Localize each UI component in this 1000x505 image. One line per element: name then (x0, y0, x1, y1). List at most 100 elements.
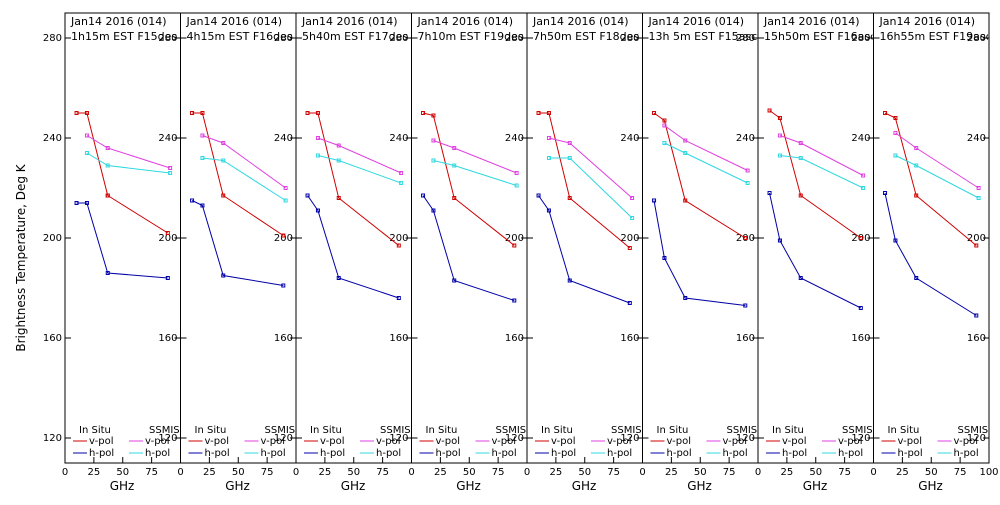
ssmis-h-pol-point (914, 163, 919, 168)
in-situ-h-pol-point (858, 306, 863, 310)
panel-4: Jan14 2016 (014) 7h10m EST F19des 120 160 20… (408, 12, 528, 493)
in-situ-h-pol-point (431, 208, 436, 213)
y-tick-label: 200 (505, 233, 524, 244)
in-situ-v-pol-point (452, 196, 457, 200)
legend-in-situ-h-label: h-pol (205, 448, 230, 459)
in-situ-h-pol-line (769, 192, 862, 309)
legend-in-situ-h-label: h-pol (320, 448, 345, 459)
panel-title-time: 1h15m EST F15des (71, 30, 177, 43)
panel-title-group: Jan14 2016 (014) 16h55m EST F19asc (879, 15, 989, 40)
y-tick-label: 280 (505, 33, 524, 44)
in-situ-v-pol-point (315, 111, 320, 115)
panel-6: Jan14 2016 (014) 13h 5m EST F15asc 120 160 2… (639, 12, 759, 493)
ssmis-h-pol-line (317, 155, 402, 184)
panel-title-time: 13h 5m EST F15asc (649, 30, 758, 43)
ssmis-v-pol-point (861, 173, 866, 178)
ssmis-v-pol-point (976, 186, 981, 190)
x-tick-label: 50 (347, 467, 360, 478)
x-tick-label: 0 (177, 467, 183, 478)
in-situ-h-pol-line (884, 192, 977, 316)
panel-7: Jan14 2016 (014) 15h50m EST F16asc 120 160 2… (755, 12, 874, 493)
in-situ-v-pol-point (683, 198, 688, 203)
y-tick-label: 120 (736, 433, 755, 444)
in-situ-h-pol-point (546, 208, 551, 213)
ssmis-v-pol-point (914, 146, 919, 150)
y-tick-label: 200 (274, 233, 293, 244)
in-situ-v-pol-point (567, 196, 572, 200)
in-situ-h-pol-point (914, 276, 919, 280)
in-situ-v-pol-point (893, 116, 898, 120)
y-axis-label: Brightness Temperature, Deg K (14, 163, 28, 351)
legend-in-situ-h-label: h-pol (89, 448, 114, 459)
x-tick-label: 50 (694, 467, 707, 478)
in-situ-h-pol-point (165, 276, 170, 280)
x-axis-label: GHz (225, 479, 250, 493)
y-tick-label: 120 (389, 433, 408, 444)
legend-ssmis-heading: SSMIS (611, 425, 642, 436)
legend-in-situ-heading: In Situ (541, 425, 573, 436)
ssmis-h-pol-point (452, 163, 457, 168)
in-situ-h-pol-point (200, 203, 205, 208)
panel-title-date: Jan14 2016 (014) (186, 15, 283, 28)
in-situ-v-pol-point (546, 111, 551, 115)
in-situ-v-pol-point (105, 193, 110, 198)
legend-in-situ-h-label: h-pol (551, 448, 576, 459)
panel-title-date: Jan14 2016 (014) (70, 15, 167, 28)
in-situ-v-pol-point (421, 111, 426, 115)
ssmis-v-pol-point (399, 171, 404, 175)
y-tick-label: 240 (851, 133, 870, 144)
ssmis-v-pol-point (452, 146, 457, 150)
y-tick-label: 280 (389, 33, 408, 44)
ssmis-h-pol-point (315, 153, 320, 158)
in-situ-v-pol-point (914, 193, 919, 198)
legend-ssmis-heading: SSMIS (265, 425, 296, 436)
in-situ-h-pol-point (221, 273, 226, 278)
y-tick-label: 200 (736, 233, 755, 244)
legend-ssmis-h-label: h-pol (145, 448, 170, 459)
in-situ-v-pol-line (769, 110, 862, 239)
ssmis-v-pol-line (779, 135, 864, 176)
legend-ssmis-v-label: v-pol (261, 436, 286, 447)
in-situ-h-pol-point (627, 301, 632, 305)
in-situ-h-pol-point (74, 201, 79, 205)
panel-title-date: Jan14 2016 (014) (648, 15, 745, 28)
in-situ-h-pol-point (883, 191, 888, 195)
ssmis-h-pol-point (200, 156, 205, 160)
y-tick-label: 160 (158, 333, 177, 344)
y-tick-label: 200 (851, 233, 870, 244)
in-situ-h-pol-point (652, 198, 657, 203)
panel-3: Jan14 2016 (014) 5h40m EST F17des 120 160 20… (293, 12, 412, 493)
x-axis-label: GHz (456, 479, 481, 493)
x-axis-label: GHz (110, 479, 135, 493)
ssmis-h-pol-line (779, 155, 864, 189)
y-tick-label: 280 (158, 33, 177, 44)
ssmis-h-pol-point (683, 151, 688, 155)
x-tick-label: 50 (578, 467, 591, 478)
ssmis-h-pol-point (861, 186, 866, 190)
legend-ssmis-h-label: h-pol (723, 448, 748, 459)
ssmis-h-pol-point (431, 158, 436, 163)
in-situ-v-pol-tail-point (165, 231, 170, 235)
in-situ-v-pol-line (653, 112, 746, 239)
y-tick-label-left: 160 (43, 333, 62, 344)
legend-in-situ-v-label: v-pol (205, 436, 230, 447)
in-situ-v-pol-point (431, 113, 436, 118)
in-situ-v-pol-point (221, 193, 226, 198)
legend-in-situ-v-label: v-pol (782, 436, 807, 447)
ssmis-h-pol-point (168, 171, 173, 175)
ssmis-v-pol-point (683, 138, 688, 143)
ssmis-h-pol-point (893, 153, 898, 158)
legend-ssmis-h-label: h-pol (607, 448, 632, 459)
in-situ-h-pol-point (767, 191, 772, 195)
y-tick-label: 160 (505, 333, 524, 344)
in-situ-h-pol-point (536, 193, 541, 198)
panel-title-group: Jan14 2016 (014) 1h15m EST F15des (70, 15, 177, 43)
ssmis-h-pol-point (399, 181, 404, 185)
x-axis-label: GHz (341, 479, 366, 493)
in-situ-v-pol-line (307, 112, 400, 246)
in-situ-v-pol-point (652, 111, 657, 115)
x-tick-label: 100 (979, 467, 998, 478)
y-tick-label: 240 (736, 133, 755, 144)
in-situ-v-pol-line (76, 112, 109, 196)
